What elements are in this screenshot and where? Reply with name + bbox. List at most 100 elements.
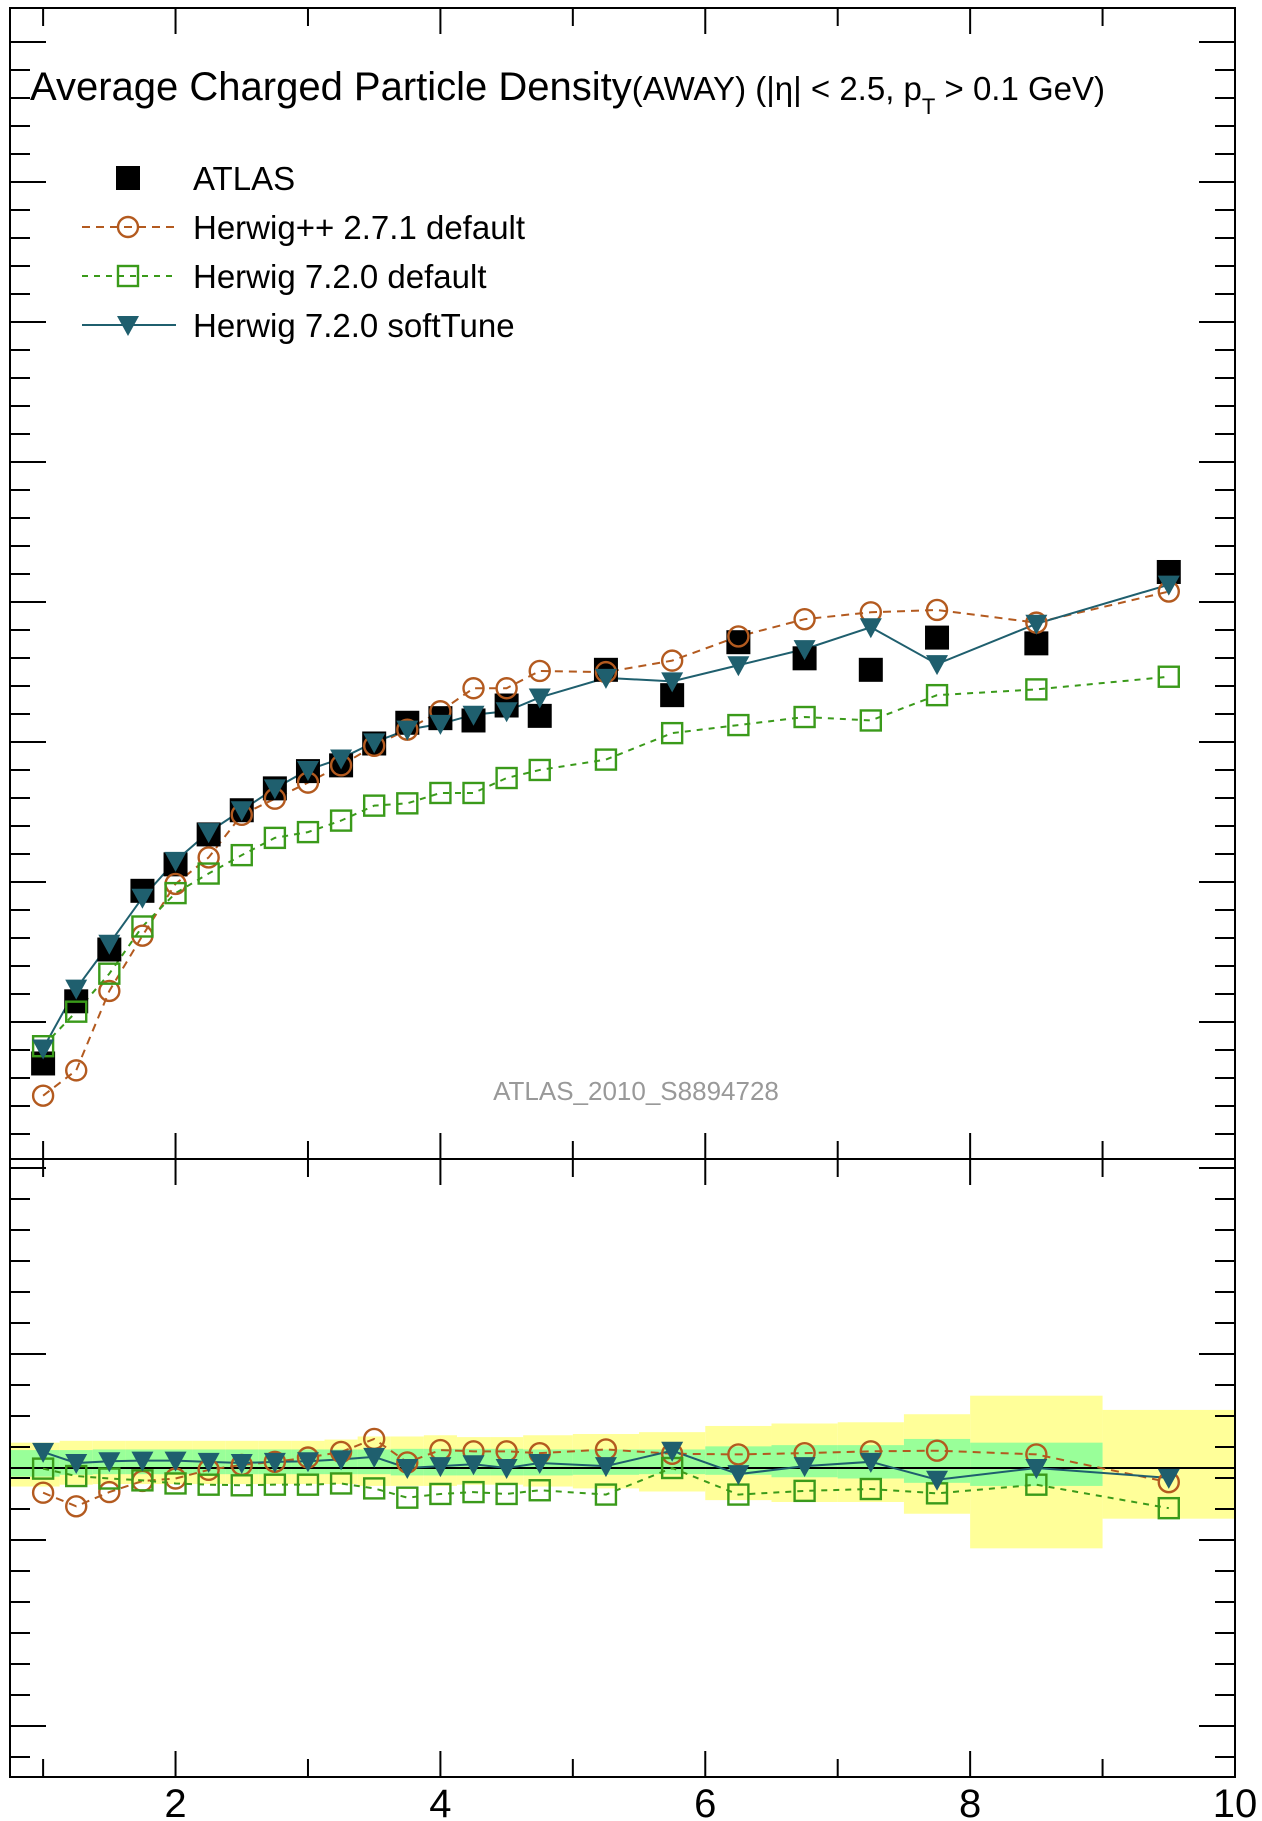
atlas-legend-marker xyxy=(116,166,140,190)
herwig-7-2-0-softtune-point xyxy=(65,979,88,1000)
herwig-7-2-0-softtune-ratio-point xyxy=(363,1447,386,1468)
herwig-7-2-0-default-point xyxy=(660,721,684,745)
herwig-7-2-0-softtune-ratio-point xyxy=(131,1451,154,1472)
herwig-7-2-0-default-legend-label: Herwig 7.2.0 default xyxy=(193,258,487,295)
herwig-7-2-0-default-ratio-point xyxy=(859,1477,883,1501)
herwig-7-2-0-default-point xyxy=(925,683,949,707)
herwig-7-2-0-softtune-ratio-point xyxy=(495,1459,518,1479)
herwig-7-2-0-default-point xyxy=(131,915,154,938)
herwig-2-7-1-default-point xyxy=(528,659,551,683)
herwig-7-2-0-default-ratio-point xyxy=(495,1482,518,1506)
herwig-7-2-0-softtune-ratio-point xyxy=(462,1455,485,1476)
herwig-7-2-0-softtune-point xyxy=(793,640,816,661)
axis-ticks xyxy=(10,8,1235,1777)
herwig-7-2-0-default-point xyxy=(528,758,551,782)
herwig-7-2-0-softtune-point xyxy=(164,851,187,872)
herwig-7-2-0-softtune-point xyxy=(727,656,750,677)
herwig-7-2-0-default-point xyxy=(1157,665,1180,688)
herwig-2-7-1-default-point xyxy=(197,846,220,869)
x-tick-label: 2 xyxy=(164,1782,186,1821)
herwig-7-2-0-default-ratio-point xyxy=(230,1474,253,1497)
atlas-legend-label: ATLAS xyxy=(193,160,295,197)
herwig-7-2-0-default-ratio-point xyxy=(429,1482,452,1506)
herwig-7-2-0-softtune-point xyxy=(263,779,286,800)
herwig-7-2-0-default-point xyxy=(362,794,386,817)
herwig-7-2-0-softtune-point xyxy=(495,702,518,723)
ratio-plot-frame xyxy=(9,1158,1236,1778)
herwig-2-7-1-default-ratio-point xyxy=(925,1439,949,1462)
herwig-2-7-1-default-point xyxy=(925,598,949,622)
herwig-7-2-0-default-ratio-point xyxy=(329,1472,353,1495)
herwig-7-2-0-softtune-point xyxy=(230,801,253,822)
x-tick-label: 4 xyxy=(429,1782,451,1821)
herwig-7-2-0-default-point xyxy=(164,881,187,905)
herwig-7-2-0-default-ratio-point xyxy=(164,1472,187,1495)
herwig-2-7-1-default-point xyxy=(65,1059,88,1082)
herwig-2-7-1-default-point xyxy=(727,625,750,648)
herwig-2-7-1-default-ratio-point xyxy=(98,1480,121,1504)
x-tick-labels: 2 4 6 8 10 xyxy=(164,1782,1257,1821)
herwig-2-7-1-default-point xyxy=(793,607,816,631)
herwig-7-2-0-softtune-point xyxy=(528,688,551,709)
herwig-7-2-0-default-legend-marker xyxy=(116,264,140,288)
herwig-7-2-0-default-ratio-point xyxy=(1157,1496,1180,1520)
ratio-series-markers xyxy=(31,1427,1180,1520)
herwig-7-2-0-default-point xyxy=(396,792,419,815)
herwig-7-2-0-softtune-ratio-point xyxy=(396,1459,419,1479)
herwig-7-2-0-default-point xyxy=(263,826,287,850)
analysis-watermark: ATLAS_2010_S8894728 xyxy=(493,1076,779,1106)
herwig-7-2-0-softtune-point xyxy=(396,720,419,741)
herwig-7-2-0-softtune-ratio-point xyxy=(661,1441,684,1462)
herwig-7-2-0-softtune-ratio-point xyxy=(793,1457,816,1478)
herwig-7-2-0-default-point xyxy=(859,709,883,732)
herwig-7-2-0-softtune-ratio-point xyxy=(528,1454,551,1475)
ratio-outer-band xyxy=(1102,1409,1235,1519)
herwig-7-2-0-default-ratio-point xyxy=(362,1477,386,1500)
herwig-7-2-0-softtune-point xyxy=(131,888,154,909)
atlas-point xyxy=(1024,631,1049,656)
plot-title: Average Charged Particle Density(AWAY) (… xyxy=(30,65,1105,119)
herwig-2-7-1-default-legend-marker xyxy=(116,215,140,239)
ratio-uncertainty-bands xyxy=(10,1395,1235,1549)
herwig-7-2-0-default-point xyxy=(727,713,750,737)
herwig-7-2-0-default-line xyxy=(42,675,1169,1047)
herwig-7-2-0-default-point xyxy=(594,748,618,771)
herwig-7-2-0-softtune-point xyxy=(330,749,353,770)
herwig-7-2-0-softtune-line xyxy=(42,583,1170,1049)
herwig-7-2-0-default-ratio-point xyxy=(296,1473,320,1496)
ratio-inner-band xyxy=(523,1449,573,1476)
herwig-7-2-0-softtune-ratio-point xyxy=(429,1457,452,1478)
herwig-7-2-0-softtune-point xyxy=(594,668,617,689)
herwig-2-7-1-default-ratio-point xyxy=(65,1495,88,1518)
herwig-7-2-0-softtune-legend-marker xyxy=(117,316,139,336)
herwig-7-2-0-softtune-ratio-point xyxy=(263,1452,286,1473)
herwig-7-2-0-softtune-ratio-point xyxy=(1157,1468,1180,1489)
herwig-7-2-0-softtune-ratio-point xyxy=(32,1442,55,1463)
herwig-7-2-0-softtune-ratio-point xyxy=(197,1452,220,1473)
herwig-7-2-0-softtune-point xyxy=(363,733,386,754)
herwig-7-2-0-softtune-ratio-point xyxy=(296,1452,319,1473)
herwig-7-2-0-default-point xyxy=(98,962,121,985)
herwig-7-2-0-softtune-point xyxy=(197,823,220,844)
main-series-markers xyxy=(31,559,1181,1107)
herwig-7-2-0-default-point xyxy=(296,820,320,844)
herwig-7-2-0-default-point xyxy=(1025,678,1048,701)
atlas-point xyxy=(925,625,950,650)
herwig-7-2-0-softtune-ratio-point xyxy=(594,1457,617,1478)
herwig-7-2-0-softtune-ratio-point xyxy=(859,1452,882,1473)
herwig-7-2-0-default-point xyxy=(793,705,816,729)
herwig-2-7-1-default-legend-label: Herwig++ 2.7.1 default xyxy=(193,209,525,246)
herwig-7-2-0-default-ratio-point xyxy=(462,1480,485,1504)
herwig-7-2-0-default-ratio-point xyxy=(197,1473,220,1496)
herwig-7-2-0-default-point xyxy=(65,1000,88,1023)
herwig-7-2-0-softtune-point xyxy=(32,1039,55,1060)
herwig-7-2-0-softtune-ratio-point xyxy=(727,1465,750,1486)
herwig-2-7-1-default-point xyxy=(31,1084,55,1107)
herwig-7-2-0-softtune-point xyxy=(462,705,485,726)
herwig-7-2-0-default-point xyxy=(230,843,253,867)
herwig-7-2-0-softtune-point xyxy=(296,760,319,781)
herwig-2-7-1-default-ratio-point xyxy=(31,1481,55,1504)
herwig-7-2-0-softtune-ratio-point xyxy=(1025,1459,1048,1479)
herwig-7-2-0-softtune-point xyxy=(98,934,121,955)
herwig-7-2-0-softtune-legend-label: Herwig 7.2.0 softTune xyxy=(193,307,515,344)
